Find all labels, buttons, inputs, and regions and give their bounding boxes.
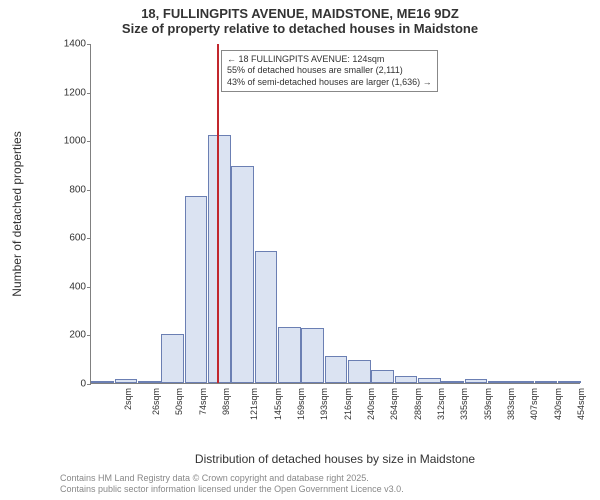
- histogram-bar: [465, 379, 488, 383]
- plot-area: 02004006008001000120014002sqm26sqm50sqm7…: [90, 44, 580, 384]
- x-tick-label: 288sqm: [413, 388, 423, 420]
- histogram-bar: [395, 376, 418, 383]
- title-line2: Size of property relative to detached ho…: [0, 21, 600, 36]
- histogram-bar: [115, 379, 138, 383]
- histogram-bar: [558, 381, 581, 383]
- y-tick-mark: [87, 384, 91, 385]
- x-tick-label: 264sqm: [389, 388, 399, 420]
- x-tick-label: 26sqm: [151, 388, 161, 415]
- y-tick-mark: [87, 141, 91, 142]
- y-tick-mark: [87, 93, 91, 94]
- x-tick-label: 169sqm: [296, 388, 306, 420]
- y-tick-mark: [87, 190, 91, 191]
- x-tick-label: 454sqm: [576, 388, 586, 420]
- y-tick-mark: [87, 238, 91, 239]
- x-tick-label: 121sqm: [249, 388, 259, 420]
- histogram-bar: [138, 381, 161, 383]
- histogram-bar: [255, 251, 278, 383]
- histogram-bar: [278, 327, 301, 383]
- chart-title: 18, FULLINGPITS AVENUE, MAIDSTONE, ME16 …: [0, 0, 600, 36]
- x-tick-label: 359sqm: [483, 388, 493, 420]
- x-tick-label: 193sqm: [319, 388, 329, 420]
- x-tick-label: 430sqm: [553, 388, 563, 420]
- x-axis-label: Distribution of detached houses by size …: [90, 452, 580, 466]
- y-tick-label: 200: [46, 330, 86, 341]
- title-line1: 18, FULLINGPITS AVENUE, MAIDSTONE, ME16 …: [0, 6, 600, 21]
- histogram-bar: [325, 356, 348, 383]
- y-tick-label: 0: [46, 379, 86, 390]
- x-tick-label: 407sqm: [529, 388, 539, 420]
- histogram-bar: [348, 360, 371, 383]
- histogram-bar: [91, 381, 114, 383]
- annotation-line: ← 18 FULLINGPITS AVENUE: 124sqm: [227, 54, 432, 65]
- histogram-bar: [301, 328, 324, 383]
- y-tick-label: 1000: [46, 136, 86, 147]
- x-tick-label: 383sqm: [506, 388, 516, 420]
- footer-line1: Contains HM Land Registry data © Crown c…: [60, 473, 404, 485]
- x-tick-label: 335sqm: [459, 388, 469, 420]
- y-tick-label: 400: [46, 281, 86, 292]
- chart-container: Number of detached properties 0200400600…: [60, 44, 580, 414]
- x-tick-label: 312sqm: [436, 388, 446, 420]
- annotation-line: 43% of semi-detached houses are larger (…: [227, 77, 432, 88]
- histogram-bar: [535, 381, 558, 383]
- x-tick-label: 50sqm: [174, 388, 184, 415]
- x-tick-label: 145sqm: [273, 388, 283, 420]
- x-tick-label: 74sqm: [198, 388, 208, 415]
- y-axis-label: Number of detached properties: [10, 131, 24, 296]
- y-tick-label: 1200: [46, 87, 86, 98]
- y-tick-mark: [87, 335, 91, 336]
- histogram-bar: [511, 381, 534, 383]
- annotation-line: 55% of detached houses are smaller (2,11…: [227, 65, 432, 76]
- x-tick-label: 98sqm: [221, 388, 231, 415]
- reference-line: [217, 44, 219, 383]
- x-tick-label: 2sqm: [123, 388, 133, 410]
- annotation-box: ← 18 FULLINGPITS AVENUE: 124sqm55% of de…: [221, 50, 438, 92]
- histogram-bar: [418, 378, 441, 383]
- x-tick-label: 216sqm: [343, 388, 353, 420]
- histogram-bar: [371, 370, 394, 383]
- y-tick-label: 1400: [46, 39, 86, 50]
- y-tick-mark: [87, 44, 91, 45]
- y-tick-label: 800: [46, 184, 86, 195]
- footer-line2: Contains public sector information licen…: [60, 484, 404, 496]
- histogram-bar: [185, 196, 208, 383]
- histogram-bar: [441, 381, 464, 383]
- histogram-bar: [231, 166, 254, 383]
- histogram-bar: [161, 334, 184, 383]
- footer-attribution: Contains HM Land Registry data © Crown c…: [60, 473, 404, 496]
- histogram-bar: [488, 381, 511, 383]
- y-tick-label: 600: [46, 233, 86, 244]
- x-tick-label: 240sqm: [366, 388, 376, 420]
- y-tick-mark: [87, 287, 91, 288]
